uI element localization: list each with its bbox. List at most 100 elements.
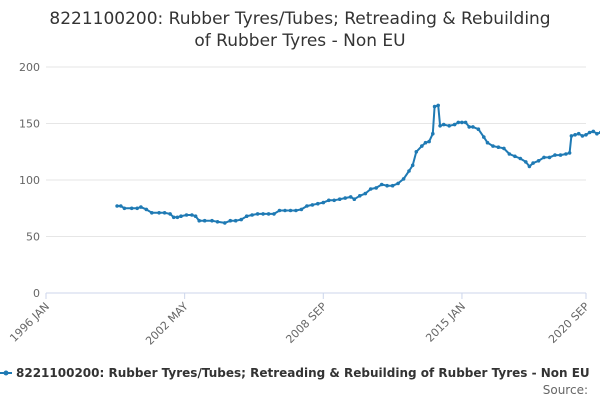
data-point[interactable] — [157, 211, 161, 215]
data-point[interactable] — [531, 161, 535, 165]
data-point[interactable] — [502, 146, 506, 151]
data-point[interactable] — [513, 154, 517, 159]
data-point[interactable] — [119, 204, 123, 208]
data-point[interactable] — [139, 205, 143, 209]
data-point[interactable] — [591, 129, 596, 134]
data-point[interactable] — [414, 150, 419, 154]
data-point[interactable] — [135, 206, 139, 211]
data-point[interactable] — [266, 212, 271, 216]
data-point[interactable] — [277, 208, 282, 213]
data-point[interactable] — [438, 124, 442, 128]
data-point[interactable] — [305, 204, 309, 208]
data-point[interactable] — [447, 124, 452, 128]
data-point[interactable] — [272, 212, 276, 216]
data-point[interactable] — [518, 156, 523, 161]
data-point[interactable] — [431, 131, 435, 136]
data-point[interactable] — [567, 151, 572, 155]
data-point[interactable] — [564, 152, 568, 156]
data-point[interactable] — [363, 191, 368, 196]
data-point[interactable] — [368, 187, 373, 191]
data-point[interactable] — [573, 133, 577, 137]
data-point[interactable] — [427, 139, 431, 144]
data-point[interactable] — [115, 204, 119, 208]
data-point[interactable] — [547, 155, 552, 160]
data-point[interactable] — [210, 218, 214, 223]
data-point[interactable] — [569, 134, 574, 138]
data-point[interactable] — [171, 215, 176, 220]
data-point[interactable] — [553, 153, 557, 157]
data-point[interactable] — [261, 212, 265, 216]
data-point[interactable] — [485, 140, 490, 145]
data-point[interactable] — [233, 218, 238, 223]
data-point[interactable] — [463, 120, 468, 125]
data-point[interactable] — [144, 207, 149, 212]
data-point[interactable] — [587, 130, 592, 135]
data-point[interactable] — [460, 120, 464, 125]
data-point[interactable] — [150, 211, 154, 215]
data-point[interactable] — [385, 183, 389, 188]
data-point[interactable] — [184, 213, 189, 217]
data-point[interactable] — [129, 206, 134, 211]
data-point[interactable] — [316, 201, 320, 206]
data-point[interactable] — [223, 221, 227, 225]
data-point[interactable] — [496, 145, 501, 149]
data-point[interactable] — [401, 177, 406, 181]
data-point[interactable] — [310, 203, 315, 207]
data-point[interactable] — [327, 198, 331, 203]
data-point[interactable] — [390, 183, 395, 188]
data-point[interactable] — [332, 198, 337, 203]
data-point[interactable] — [162, 211, 167, 215]
data-point[interactable] — [202, 218, 207, 223]
data-point[interactable] — [423, 140, 428, 145]
data-point[interactable] — [576, 131, 581, 136]
data-point[interactable] — [452, 122, 457, 127]
data-point[interactable] — [527, 164, 532, 169]
data-point[interactable] — [197, 218, 201, 223]
data-point[interactable] — [441, 122, 446, 127]
data-point[interactable] — [558, 153, 563, 157]
data-point[interactable] — [193, 214, 198, 218]
data-point[interactable] — [244, 214, 249, 218]
data-point[interactable] — [321, 200, 326, 205]
data-point[interactable] — [343, 196, 348, 200]
data-point[interactable] — [294, 208, 298, 213]
data-point[interactable] — [407, 169, 411, 173]
data-point[interactable] — [122, 206, 127, 211]
data-point[interactable] — [595, 131, 599, 136]
data-point[interactable] — [420, 144, 424, 148]
data-point[interactable] — [358, 194, 362, 198]
data-point[interactable] — [168, 212, 172, 216]
data-point[interactable] — [374, 186, 379, 190]
data-point[interactable] — [348, 195, 353, 199]
data-point[interactable] — [215, 220, 220, 224]
data-point[interactable] — [299, 207, 304, 212]
data-point[interactable] — [396, 181, 400, 186]
data-point[interactable] — [471, 125, 475, 129]
data-point[interactable] — [491, 144, 495, 148]
data-point[interactable] — [250, 213, 254, 217]
data-point[interactable] — [179, 214, 183, 218]
data-point[interactable] — [239, 217, 243, 222]
data-point[interactable] — [524, 160, 528, 164]
data-point[interactable] — [542, 155, 546, 160]
data-point[interactable] — [476, 127, 481, 131]
data-point[interactable] — [190, 213, 194, 217]
data-point[interactable] — [436, 103, 441, 108]
data-point[interactable] — [482, 135, 486, 139]
data-point[interactable] — [580, 134, 585, 138]
data-point[interactable] — [379, 182, 384, 187]
data-point[interactable] — [456, 120, 461, 125]
data-point[interactable] — [352, 197, 357, 201]
data-point[interactable] — [432, 104, 437, 109]
data-point[interactable] — [228, 218, 233, 223]
data-point[interactable] — [507, 152, 512, 156]
data-point[interactable] — [536, 159, 541, 163]
legend[interactable]: 8221100200: Rubber Tyres/Tubes; Retreadi… — [0, 366, 590, 380]
data-point[interactable] — [175, 215, 180, 220]
data-point[interactable] — [288, 208, 293, 213]
data-point[interactable] — [584, 133, 588, 137]
data-point[interactable] — [255, 212, 260, 216]
data-point[interactable] — [283, 208, 287, 213]
data-point[interactable] — [410, 163, 415, 168]
data-point[interactable] — [467, 125, 472, 129]
